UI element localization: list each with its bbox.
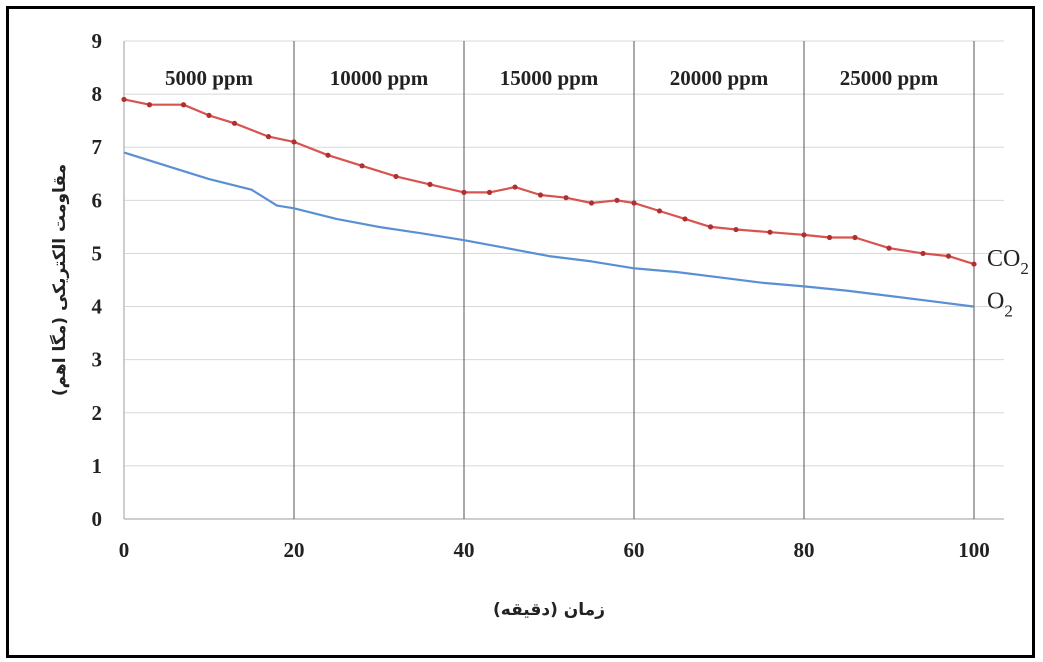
data-point xyxy=(920,250,926,257)
data-point xyxy=(563,195,569,201)
chart-frame: 5000 ppm 10000 ppm 15000 ppm 20000 ppm 25000… xyxy=(6,6,1035,658)
data-point xyxy=(945,253,952,259)
band-dividers: 5000 ppm 10000 ppm 15000 ppm 20000 ppm 25000… xyxy=(165,41,975,519)
data-point xyxy=(146,102,153,108)
data-point xyxy=(461,189,467,195)
y-tick-label: 9 xyxy=(92,29,103,53)
data-point xyxy=(767,229,773,235)
data-point xyxy=(886,245,892,251)
data-point xyxy=(121,96,127,103)
y-tick-label: 6 xyxy=(92,188,103,212)
series-line-o2 xyxy=(123,151,975,308)
data-point xyxy=(231,120,238,126)
series-label-co2: CO2 xyxy=(987,246,1029,278)
y-tick-label: 4 xyxy=(92,295,103,319)
band-label: 25000 ppm xyxy=(840,66,939,90)
data-point xyxy=(682,216,688,222)
data-point xyxy=(588,200,595,206)
y-tick-label: 7 xyxy=(92,135,103,159)
y-tick-label: 1 xyxy=(92,454,103,478)
y-axis-title: مقاومت الکتریکی (مگا اهم) xyxy=(49,164,70,396)
data-point xyxy=(826,234,833,241)
x-tick-label: 0 xyxy=(119,538,130,562)
series-label-o2: O2 xyxy=(987,289,1013,321)
x-tick-label: 40 xyxy=(454,538,475,562)
y-tick-label: 3 xyxy=(92,348,103,372)
data-point xyxy=(733,226,739,233)
data-point xyxy=(512,184,518,190)
y-tick-label: 5 xyxy=(92,241,103,265)
series-line-co2 xyxy=(123,98,975,266)
band-label: 10000 ppm xyxy=(330,66,429,90)
data-point xyxy=(707,224,714,230)
y-tick-label: 8 xyxy=(92,82,103,106)
x-tick-label: 20 xyxy=(284,538,305,562)
data-point xyxy=(537,192,544,198)
data-point xyxy=(180,102,187,108)
data-point xyxy=(971,261,977,267)
data-point xyxy=(359,163,365,169)
data-point xyxy=(265,134,272,140)
data-point xyxy=(631,200,637,206)
x-axis-title: زمان (دقیقه) xyxy=(493,600,605,620)
data-point xyxy=(852,234,858,241)
axis-ticks: 0 1 2 3 4 5 6 7 8 9 0 20 40 60 80 100 xyxy=(92,29,990,562)
grid xyxy=(123,40,1004,520)
x-tick-label: 60 xyxy=(624,538,645,562)
x-tick-label: 80 xyxy=(794,538,815,562)
data-point xyxy=(206,112,212,118)
data-point xyxy=(427,181,433,187)
data-point xyxy=(291,139,297,145)
data-point xyxy=(801,232,807,238)
y-tick-label: 0 xyxy=(92,507,103,531)
y-tick-label: 2 xyxy=(92,401,103,425)
band-label: 5000 ppm xyxy=(165,66,254,90)
data-point xyxy=(325,152,331,158)
band-label: 20000 ppm xyxy=(670,66,769,90)
data-point xyxy=(393,173,399,180)
data-point xyxy=(486,189,493,195)
x-tick-label: 100 xyxy=(958,538,990,562)
chart: 5000 ppm 10000 ppm 15000 ppm 20000 ppm 25000… xyxy=(49,29,1029,620)
data-point xyxy=(656,208,663,214)
band-label: 15000 ppm xyxy=(500,66,599,90)
data-point xyxy=(614,197,620,203)
